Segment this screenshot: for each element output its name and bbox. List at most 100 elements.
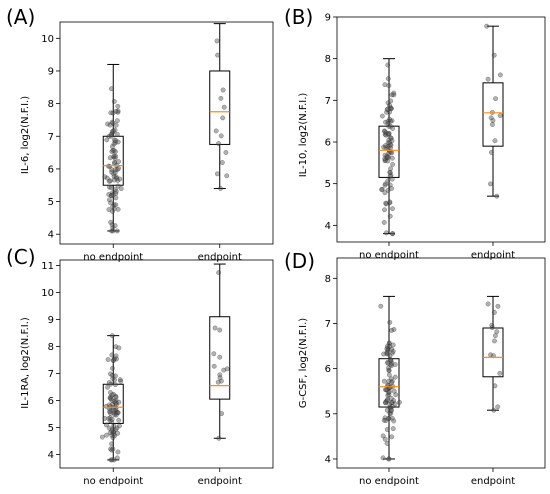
data-point <box>112 149 118 155</box>
data-point <box>382 207 387 213</box>
data-point <box>217 354 223 360</box>
data-point <box>106 207 112 213</box>
panel-a-label: (A) <box>6 5 35 29</box>
data-point <box>491 407 497 413</box>
y-tick-label: 4 <box>48 230 54 241</box>
y-tick-label: 7 <box>48 132 54 143</box>
data-point <box>385 396 391 402</box>
data-point <box>384 440 390 446</box>
data-point <box>214 38 220 44</box>
data-point <box>387 353 393 359</box>
y-tick-label: 10 <box>41 288 54 299</box>
data-point <box>485 76 491 82</box>
data-point <box>216 141 222 147</box>
panel-c-plot: 4 5 6 7 8 9 10 11 no endpoint endpoint <box>41 259 274 487</box>
data-point <box>218 95 224 101</box>
plot-frame <box>59 21 274 245</box>
box-no-endpoint <box>99 333 124 463</box>
data-point <box>218 186 224 191</box>
data-point <box>219 160 225 165</box>
data-point <box>109 416 115 422</box>
data-point <box>391 90 397 96</box>
data-point <box>114 131 120 137</box>
data-point <box>211 363 217 369</box>
data-point <box>381 417 387 423</box>
y-tick-label: 8 <box>48 99 54 110</box>
data-point <box>114 118 120 124</box>
data-point <box>106 133 112 139</box>
data-point <box>108 86 114 92</box>
iqr-box <box>378 358 400 408</box>
data-point <box>497 370 503 376</box>
data-point <box>220 87 226 93</box>
data-point <box>390 426 396 432</box>
data-point <box>488 115 494 121</box>
data-point <box>109 397 115 403</box>
data-point <box>385 106 391 112</box>
y-tick-label: 11 <box>41 261 54 272</box>
data-point <box>492 338 497 344</box>
panel-b: (B) IL-10, log2(N.F.I.) 4 5 6 7 8 9 no endpoin… <box>284 5 546 261</box>
data-point <box>116 159 122 165</box>
y-tick-label: 4 <box>48 450 54 461</box>
data-point <box>109 428 115 434</box>
data-point <box>382 156 388 162</box>
data-point <box>492 383 498 389</box>
panel-a-ylabel: IL-6, log2(N.F.I.) <box>20 96 31 174</box>
y-tick-label: 5 <box>325 179 331 190</box>
data-point <box>385 360 391 366</box>
data-point <box>99 434 105 440</box>
data-point <box>484 23 490 29</box>
data-point <box>110 192 116 198</box>
data-point <box>379 187 385 193</box>
data-point <box>107 409 113 415</box>
data-point <box>117 377 123 383</box>
data-point <box>107 184 112 190</box>
data-point <box>211 351 217 357</box>
data-point <box>390 348 396 354</box>
data-point <box>382 129 388 134</box>
data-point <box>115 410 121 416</box>
panel-c: (C) IL-1RA, log2(N.F.I.) 4 5 6 7 8 9 10 11 no en… <box>6 245 274 487</box>
data-point <box>379 113 385 119</box>
data-point <box>382 182 388 188</box>
data-point <box>105 357 111 363</box>
iqr-box <box>209 316 231 400</box>
y-tick-label: 8 <box>325 274 331 285</box>
data-point <box>492 138 498 144</box>
y-tick-label: 9 <box>48 315 54 326</box>
data-point <box>389 155 395 161</box>
data-point <box>110 204 116 210</box>
box-no-endpoint <box>102 63 124 234</box>
data-point <box>102 416 108 421</box>
data-point <box>109 119 115 125</box>
data-point <box>113 153 119 159</box>
data-point <box>112 382 118 388</box>
data-point <box>221 104 227 110</box>
data-point <box>387 213 393 219</box>
data-point <box>110 147 116 153</box>
data-point <box>387 182 393 188</box>
data-point <box>116 417 122 423</box>
data-point <box>383 230 389 236</box>
data-point <box>118 186 124 192</box>
panel-d-label: (D) <box>284 249 315 273</box>
data-point <box>386 130 392 136</box>
data-point <box>385 347 391 353</box>
data-point <box>382 190 388 196</box>
data-point <box>115 139 121 145</box>
iqr-box <box>209 70 231 145</box>
data-point <box>390 125 396 131</box>
data-point <box>383 387 389 393</box>
y-tick-label: 5 <box>48 423 54 434</box>
y-tick-label: 6 <box>325 364 331 375</box>
data-point <box>224 173 230 179</box>
x-tick-label: endpoint <box>198 476 242 487</box>
data-point <box>397 399 402 405</box>
x-tick-label: endpoint <box>471 250 515 261</box>
data-point <box>390 161 396 167</box>
data-point <box>490 118 496 123</box>
data-point <box>386 416 392 422</box>
data-point <box>115 183 121 189</box>
